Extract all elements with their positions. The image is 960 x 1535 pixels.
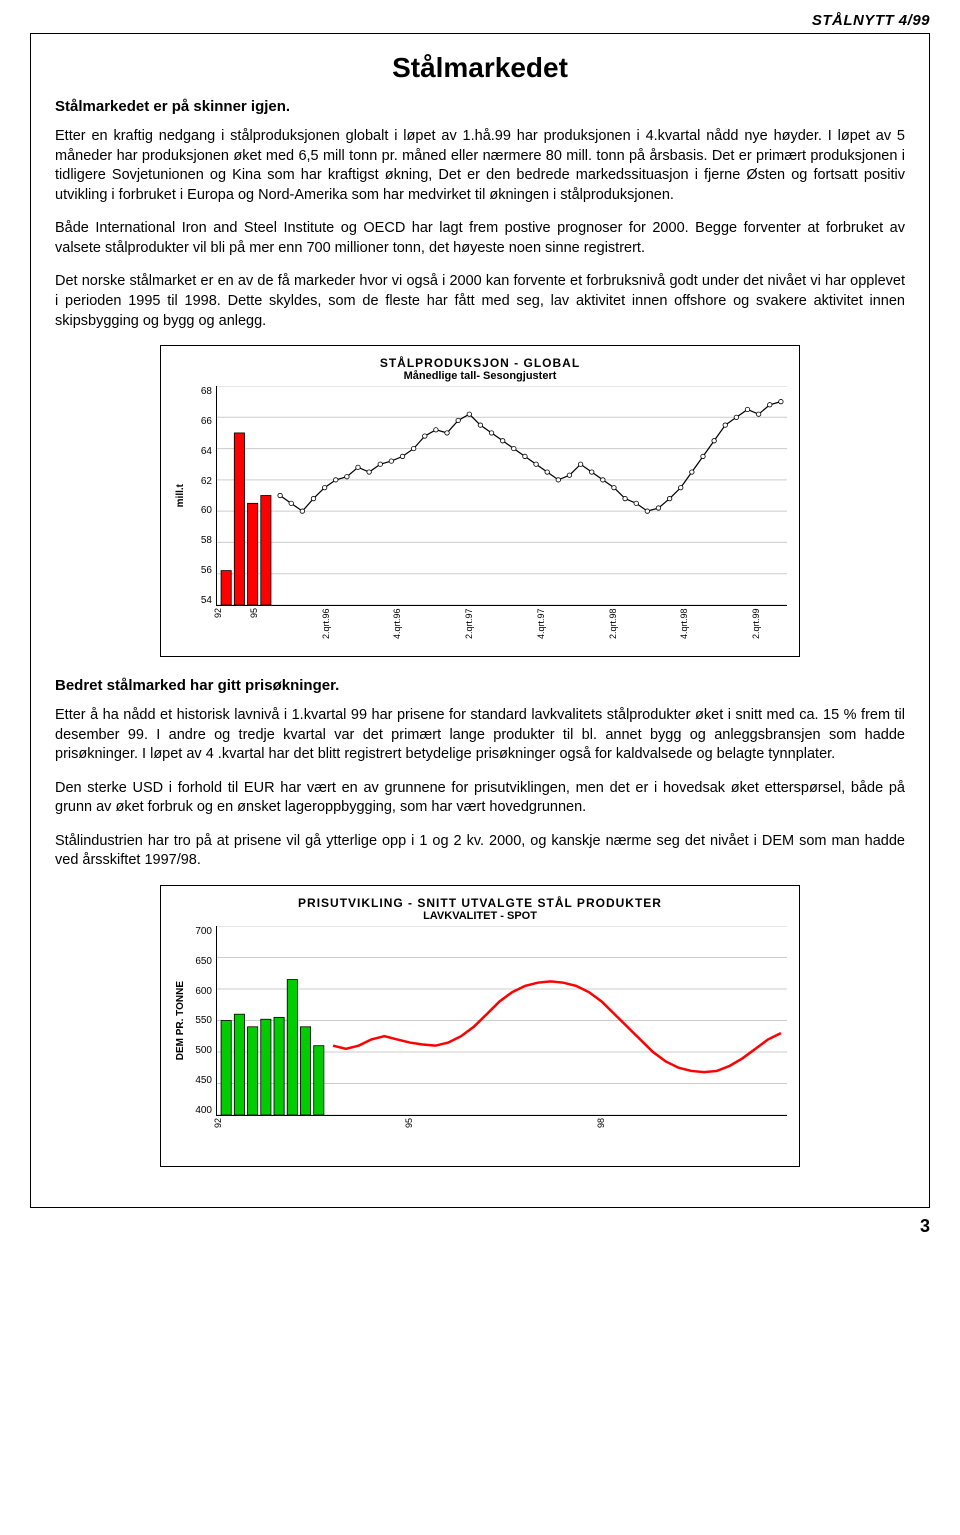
section2-p3: Stålindustrien har tro på at prisene vil… — [55, 832, 905, 871]
chart1-plot — [216, 386, 787, 606]
chart1-ylabel: mill.t — [173, 484, 188, 507]
section1-p2: Både International Iron and Steel Instit… — [55, 219, 905, 258]
page-number: 3 — [30, 1216, 930, 1237]
section1-p1: Etter en kraftig nedgang i stålproduksjo… — [55, 127, 905, 205]
section1-p3: Det norske stålmarket er en av de få mar… — [55, 272, 905, 331]
section2-p1: Etter å ha nådd et historisk lavnivå i 1… — [55, 706, 905, 765]
article-frame: Stålmarkedet Stålmarkedet er på skinner … — [30, 33, 930, 1208]
section2-heading: Bedret stålmarked har gitt prisøkninger. — [55, 677, 905, 694]
chart1-title: STÅLPRODUKSJON - GLOBAL — [173, 356, 787, 370]
chart2-ylabel: DEM PR. TONNE — [173, 981, 188, 1060]
article-title: Stålmarkedet — [55, 52, 905, 84]
chart1-box: STÅLPRODUKSJON - GLOBAL Månedlige tall- … — [160, 345, 800, 657]
chart1-subtitle: Månedlige tall- Sesongjustert — [173, 370, 787, 382]
section2-p2: Den sterke USD i forhold til EUR har vær… — [55, 779, 905, 818]
chart2-area: DEM PR. TONNE 700650600550500450400 — [173, 926, 787, 1116]
chart2-xlabels: 929598 — [213, 1118, 787, 1158]
chart2-title: PRISUTVIKLING - SNITT UTVALGTE STÅL PROD… — [173, 896, 787, 910]
chart2-plot — [216, 926, 787, 1116]
chart1-xlabels: 92952.qrt.964.qrt.962.qrt.974.qrt.972.qr… — [213, 608, 787, 648]
chart1-area: mill.t 6866646260585654 — [173, 386, 787, 606]
chart1-yticks: 6866646260585654 — [188, 386, 216, 606]
issue-header: STÅLNYTT 4/99 — [30, 12, 930, 29]
section1-heading: Stålmarkedet er på skinner igjen. — [55, 98, 905, 115]
chart2-subtitle: LAVKVALITET - SPOT — [173, 910, 787, 922]
chart2-yticks: 700650600550500450400 — [188, 926, 216, 1116]
chart2-box: PRISUTVIKLING - SNITT UTVALGTE STÅL PROD… — [160, 885, 800, 1167]
